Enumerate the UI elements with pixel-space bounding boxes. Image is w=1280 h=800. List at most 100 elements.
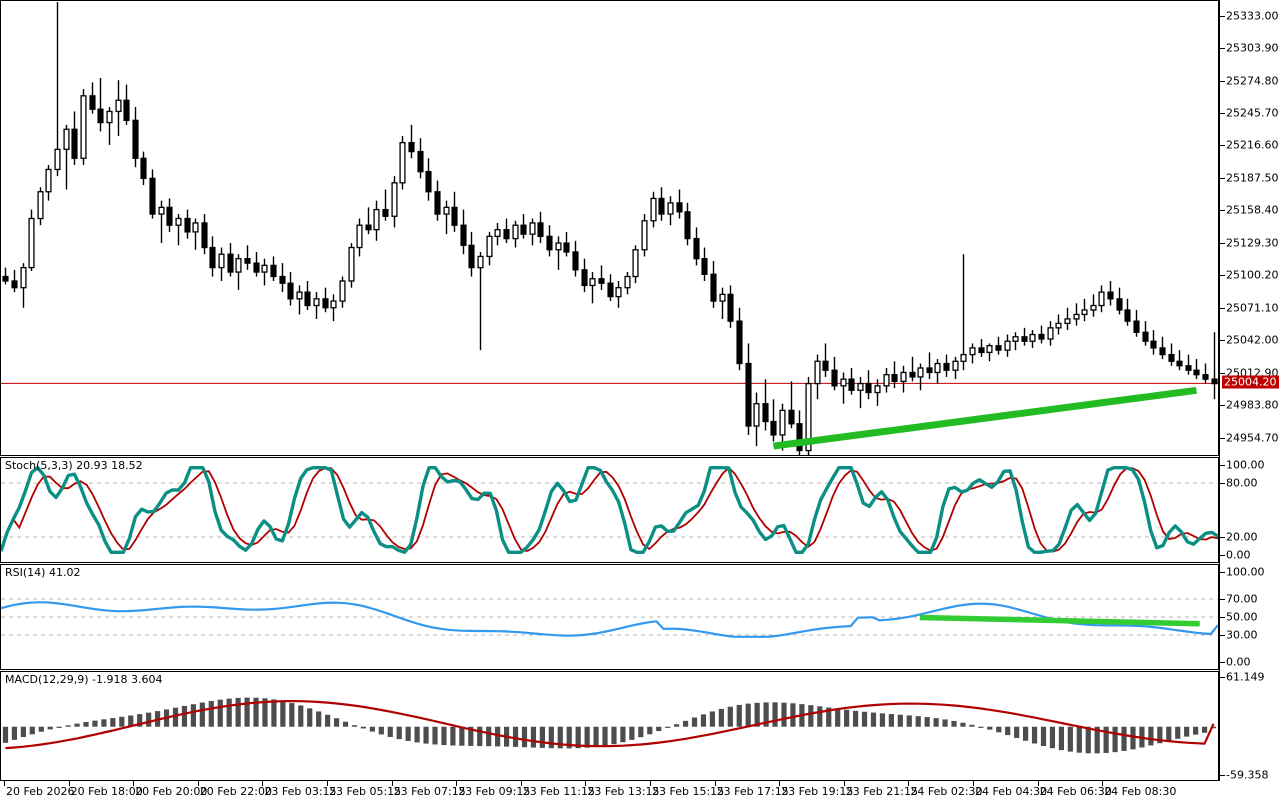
time-tick — [1037, 781, 1039, 786]
scale-tick — [1220, 372, 1225, 374]
scale-label: 80.00 — [1226, 476, 1258, 490]
scale-label: 25274.80 — [1226, 74, 1279, 88]
time-label: 23 Feb 13:15 — [587, 785, 660, 798]
rsi-label: RSI(14) 41.02 — [5, 566, 81, 579]
scale-tick — [1220, 112, 1225, 114]
time-tick — [391, 781, 393, 786]
time-label: 24 Feb 04:30 — [975, 785, 1048, 798]
stochastic-plot-area[interactable] — [1, 458, 1218, 562]
scale-tick — [1220, 437, 1225, 439]
scale-label: 25012.90 — [1226, 366, 1279, 380]
stochastic-panel[interactable]: Stoch(5,3,3) 20.93 18.52 — [0, 457, 1219, 563]
time-tick — [520, 781, 522, 786]
stochastic-series — [1, 466, 1218, 554]
price-plot-area[interactable] — [1, 1, 1218, 455]
time-tick — [4, 781, 5, 786]
scale-label: 0.00 — [1226, 548, 1251, 562]
rsi-scale[interactable]: 100.00 70.00 50.00 30.00 0.00 — [1220, 564, 1280, 670]
scale-tick — [1220, 483, 1225, 484]
scale-tick — [1220, 210, 1225, 212]
time-tick — [456, 781, 458, 786]
time-label: 23 Feb 21:15 — [845, 785, 918, 798]
scale-tick — [1220, 572, 1225, 573]
scale-label: 50.00 — [1226, 610, 1258, 624]
scale-label: 25042.00 — [1226, 333, 1279, 347]
price-axis-divider — [1219, 0, 1220, 781]
scale-label: 25100.20 — [1226, 268, 1279, 282]
scale-tick — [1220, 662, 1225, 663]
scale-label: 25071.10 — [1226, 301, 1279, 315]
scale-label: 25187.50 — [1226, 171, 1279, 185]
scale-label: 61.149 — [1226, 670, 1265, 684]
scale-tick — [1220, 555, 1225, 556]
time-label: 23 Feb 11:15 — [522, 785, 595, 798]
scale-label: 25129.30 — [1226, 236, 1279, 250]
time-tick — [1102, 781, 1104, 786]
scale-label: 25333.00 — [1226, 9, 1279, 23]
scale-tick — [1220, 599, 1225, 600]
time-tick — [714, 781, 716, 786]
stochastic-label: Stoch(5,3,3) 20.93 18.52 — [5, 459, 143, 472]
scale-label: -59.358 — [1226, 768, 1269, 782]
current-price-tag: 25004.20 — [1222, 375, 1279, 389]
scale-tick — [1220, 537, 1225, 538]
time-axis[interactable]: 20 Feb 2026 20 Feb 18:00 20 Feb 20:00 20 Fe… — [0, 781, 1219, 800]
scale-tick — [1220, 635, 1225, 636]
scale-label: 30.00 — [1226, 628, 1258, 642]
rsi-panel[interactable]: RSI(14) 41.02 — [0, 564, 1219, 670]
time-label: 24 Feb 08:30 — [1104, 785, 1177, 798]
scale-tick — [1220, 177, 1225, 179]
time-tick — [973, 781, 974, 786]
time-tick — [327, 781, 328, 786]
scale-tick — [1220, 677, 1225, 678]
rsi-series — [1, 598, 1218, 638]
time-label: 23 Feb 09:15 — [458, 785, 531, 798]
scale-label: 24954.70 — [1226, 431, 1279, 445]
scale-label: 0.00 — [1226, 655, 1251, 669]
macd-plot-area[interactable] — [1, 672, 1218, 780]
price-chart-panel[interactable] — [0, 0, 1219, 456]
time-tick — [585, 781, 587, 786]
time-label: 23 Feb 15:15 — [652, 785, 725, 798]
scale-label: 25158.40 — [1226, 203, 1279, 217]
time-tick — [908, 781, 910, 786]
scale-tick — [1220, 15, 1225, 17]
scale-tick — [1220, 405, 1225, 407]
time-tick — [262, 781, 264, 786]
scale-tick — [1220, 145, 1225, 147]
scale-tick — [1220, 340, 1225, 342]
scale-tick — [1220, 275, 1225, 277]
time-tick — [650, 781, 651, 786]
macd-panel[interactable]: MACD(12,29,9) -1.918 3.604 — [0, 671, 1219, 781]
time-label: 24 Feb 02:30 — [910, 785, 983, 798]
time-tick — [843, 781, 845, 786]
scale-label: 25303.90 — [1226, 41, 1279, 55]
time-label: 20 Feb 18:00 — [70, 785, 143, 798]
time-label: 23 Feb 03:15 — [264, 785, 337, 798]
scale-label: 25245.70 — [1226, 106, 1279, 120]
time-tick — [133, 781, 135, 786]
time-label: 20 Feb 2026 — [6, 785, 75, 798]
scale-tick — [1220, 242, 1225, 244]
scale-label: 70.00 — [1226, 592, 1258, 606]
scale-tick — [1220, 307, 1225, 309]
price-scale[interactable]: 25333.00 25303.90 25274.80 25245.70 25216.60… — [1220, 0, 1280, 456]
scale-label: 20.00 — [1226, 530, 1258, 544]
scale-label: 25216.60 — [1226, 138, 1279, 152]
scale-label: 100.00 — [1226, 565, 1265, 579]
scale-tick — [1220, 48, 1225, 50]
time-label: 23 Feb 07:15 — [393, 785, 466, 798]
price-candlestick-series — [1, 2, 1218, 455]
macd-scale[interactable]: 61.149 -59.358 — [1220, 671, 1280, 781]
time-label: 23 Feb 17:15 — [716, 785, 789, 798]
scale-tick — [1220, 775, 1225, 776]
time-label: 23 Feb 19:15 — [781, 785, 854, 798]
stochastic-scale[interactable]: 100.00 80.00 20.00 0.00 — [1220, 457, 1280, 563]
time-tick — [779, 781, 781, 786]
scale-label: 100.00 — [1226, 458, 1265, 472]
scale-label: 24983.80 — [1226, 398, 1279, 412]
scale-tick — [1220, 80, 1225, 82]
rsi-plot-area[interactable] — [1, 565, 1218, 669]
time-label: 23 Feb 05:15 — [329, 785, 402, 798]
